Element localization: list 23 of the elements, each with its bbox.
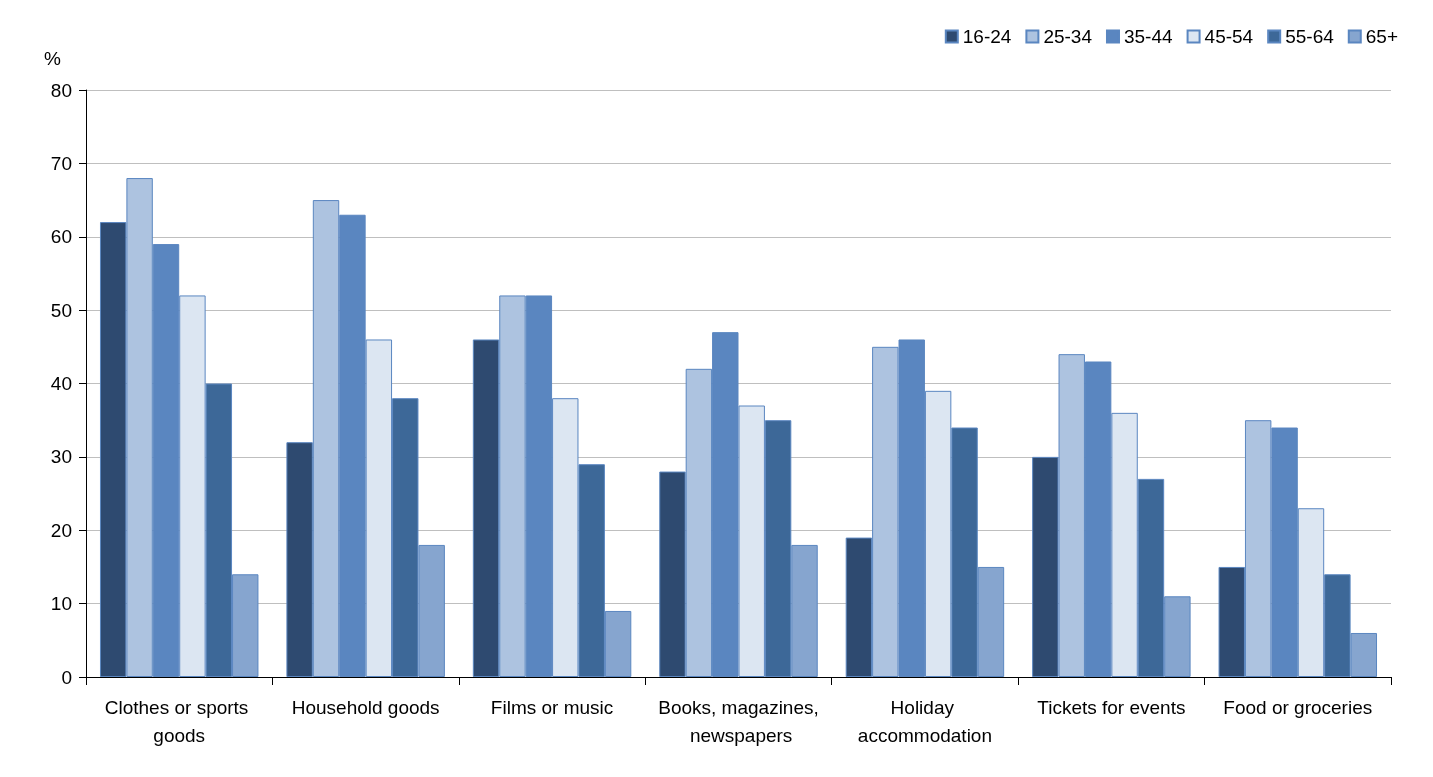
y-tick-label: 40 <box>50 373 72 394</box>
legend-label: 16-24 <box>962 26 1012 47</box>
y-tick-label: 10 <box>50 593 72 615</box>
x-tick-label: Books, magazines, newspapers <box>658 696 819 746</box>
y-tick-label: 80 <box>50 79 72 101</box>
x-tick-label: Holiday accommodation <box>857 696 992 746</box>
legend-label: 45-54 <box>1204 26 1254 47</box>
x-tick-label: Food or groceries <box>1223 696 1373 718</box>
y-axis-title: % <box>44 48 62 69</box>
y-tick-label: 50 <box>50 299 72 321</box>
y-tick-label: 30 <box>50 446 72 468</box>
y-tick-label: 20 <box>50 519 72 541</box>
y-tick-label: 70 <box>50 152 72 174</box>
legend-label: 35-44 <box>1123 26 1174 47</box>
y-tick-label: 60 <box>50 226 72 248</box>
y-tick-label: 0 <box>61 666 72 688</box>
x-tick-label: Tickets for events <box>1037 696 1186 718</box>
x-tick-label: Household goods <box>291 696 440 718</box>
legend-label: 55-64 <box>1285 26 1335 47</box>
x-tick-label: Clothes or sports goods <box>104 696 254 746</box>
legend-label: 65+ <box>1365 26 1398 47</box>
legend-label: 25-34 <box>1043 26 1093 47</box>
x-tick-label: Films or music <box>490 696 614 718</box>
